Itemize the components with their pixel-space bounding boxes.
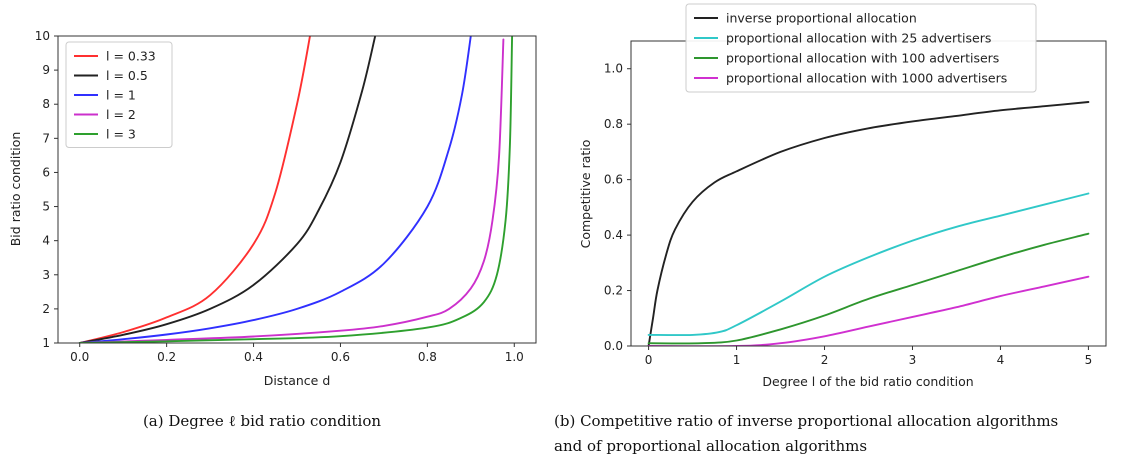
chart-a-xtick-label: 0.8 (418, 350, 437, 364)
chart-a-legend-label-1: l = 0.5 (106, 68, 148, 83)
chart-b-series-line-0 (647, 101, 1090, 346)
chart-a-ytick-label: 3 (42, 268, 50, 282)
chart-a-ytick-label: 10 (35, 29, 50, 43)
chart-a-ylabel: Bid ratio condition (8, 132, 23, 247)
chart-a-ytick-label: 8 (42, 97, 50, 111)
chart-b-ytick-label: 0.8 (604, 117, 623, 131)
chart-a-series-line-0 (78, 36, 311, 343)
chart-b-ylabel: Competitive ratio (578, 140, 593, 249)
chart-b-xtick-label: 1 (733, 353, 741, 367)
chart-a-ticks: 0.0 0.2 0.4 0.6 0.8 1.0 1 2 3 4 5 6 7 8 9 10 (35, 29, 524, 364)
chart-a-xtick-label: 1.0 (505, 350, 524, 364)
chart-a-xtick-label: 0.4 (244, 350, 263, 364)
chart-a-ytick-label: 5 (42, 200, 50, 214)
chart-b-series-line-3 (647, 275, 1090, 346)
chart-b-caption-line-1: (b) Competitive ratio of inverse proport… (554, 412, 1058, 430)
chart-a-frame (57, 35, 537, 344)
chart-a-lines (78, 36, 514, 343)
chart-b-ytick-label: 0.6 (604, 173, 623, 187)
chart-b-lines (647, 101, 1090, 346)
chart-a-legend-label-4: l = 3 (106, 127, 136, 142)
chart-b-legend-box (685, 3, 1037, 93)
chart-b-ytick-label: 0.0 (604, 339, 623, 353)
chart-b-legend-label-0: inverse proportional allocation (726, 11, 917, 26)
chart-b: 0 1 2 3 4 5 0.0 0.2 0.4 0.6 0.8 1.0 Degree l of the… (554, 3, 1107, 455)
chart-a-legend: l = 0.33 l = 0.5 l = 1 l = 2 l = 3 (65, 41, 173, 148)
chart-a-ytick-label: 9 (42, 63, 50, 77)
chart-b-xtick-label: 0 (645, 353, 653, 367)
chart-a-xtick-label: 0.2 (157, 350, 176, 364)
chart-a-ytick-label: 6 (42, 165, 50, 179)
chart-a-ytick-label: 7 (42, 131, 50, 145)
chart-b-legend-label-2: proportional allocation with 100 adverti… (726, 51, 999, 66)
chart-b-series-line-1 (647, 192, 1090, 337)
chart-a-ytick-label: 2 (42, 302, 50, 316)
chart-a-legend-label-2: l = 1 (106, 88, 136, 103)
chart-a-ytick-label: 4 (42, 234, 50, 248)
chart-b-xtick-label: 4 (997, 353, 1005, 367)
chart-a-series-line-2 (78, 36, 472, 343)
chart-b-ytick-label: 1.0 (604, 62, 623, 76)
chart-a-xlabel: Distance d (264, 373, 331, 388)
chart-b-legend-label-3: proportional allocation with 1000 advert… (726, 71, 1007, 86)
chart-a-xtick-label: 0.0 (70, 350, 89, 364)
chart-b-ticks: 0 1 2 3 4 5 0.0 0.2 0.4 0.6 0.8 1.0 (604, 62, 1092, 367)
chart-b-ytick-label: 0.2 (604, 284, 623, 298)
chart-b-caption-line-2: and of proportional allocation algorithm… (554, 437, 867, 455)
chart-b-xtick-label: 2 (821, 353, 829, 367)
chart-b-xlabel: Degree l of the bid ratio condition (762, 374, 973, 389)
chart-a-legend-box (65, 41, 173, 148)
chart-a-legend-label-0: l = 0.33 (106, 49, 156, 64)
chart-a-legend-label-3: l = 2 (106, 107, 136, 122)
chart-a-series-line-3 (78, 38, 505, 343)
chart-a-xtick-label: 0.6 (331, 350, 350, 364)
chart-b-legend-label-1: proportional allocation with 25 advertis… (726, 31, 991, 46)
chart-a-ytick-label: 1 (42, 336, 50, 350)
chart-b-series-line-2 (647, 232, 1090, 345)
chart-a-series-line-1 (78, 36, 377, 343)
chart-b-ytick-label: 0.4 (604, 228, 623, 242)
chart-b-legend: inverse proportional allocation proportio… (685, 3, 1037, 93)
chart-a-caption: (a) Degree ℓ bid ratio condition (143, 412, 381, 430)
chart-a: 0.0 0.2 0.4 0.6 0.8 1.0 1 2 3 4 5 6 7 8 9 10 Distance d… (8, 29, 537, 430)
chart-a-series-line-4 (78, 36, 514, 343)
chart-b-xtick-label: 5 (1085, 353, 1093, 367)
chart-b-xtick-label: 3 (909, 353, 917, 367)
